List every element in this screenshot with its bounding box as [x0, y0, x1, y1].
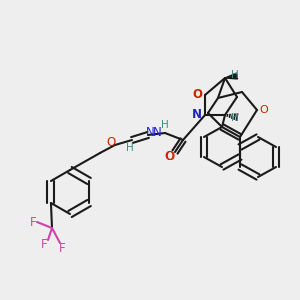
Text: F: F [30, 215, 36, 229]
Text: F: F [59, 242, 65, 254]
Text: H: H [126, 143, 134, 153]
Polygon shape [225, 73, 238, 79]
Text: F: F [41, 238, 47, 250]
Text: N: N [153, 127, 161, 140]
Text: O: O [260, 105, 268, 115]
Text: N: N [146, 125, 154, 139]
Text: O: O [165, 151, 175, 164]
Text: N: N [192, 109, 202, 122]
Text: H: H [161, 120, 169, 130]
Text: H: H [231, 113, 239, 123]
Text: O: O [106, 136, 116, 149]
Text: O: O [164, 149, 174, 163]
Text: H: H [231, 70, 239, 80]
Text: O: O [192, 88, 202, 101]
